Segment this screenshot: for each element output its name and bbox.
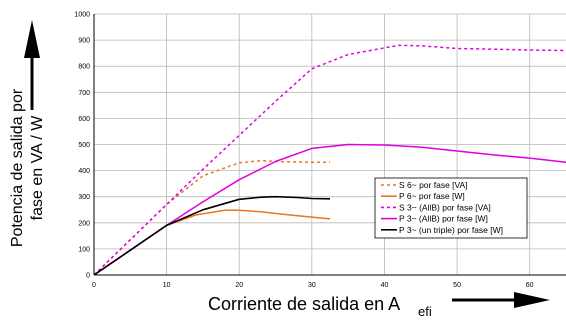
y-tick-label: 500 [78, 142, 90, 149]
y-tick-label: 600 [78, 116, 90, 123]
y-tick-label: 700 [78, 90, 90, 97]
x-tick-label: 20 [235, 282, 243, 289]
x-tick-label: 30 [308, 282, 316, 289]
series-line-2 [93, 209, 331, 276]
x-axis-title: Corriente de salida en A efi [208, 292, 550, 319]
series-line-5 [93, 195, 331, 276]
y-axis-title: Potencia de salida por fase en VA / W [9, 20, 46, 247]
x-tick-label: 50 [453, 282, 461, 289]
y-tick-label: 0 [86, 273, 90, 280]
legend-entry-1: S 6~ por fase [VA] [399, 180, 468, 190]
x-axis-label-subscript: efi [418, 304, 432, 319]
legend-entry-2: P 6~ por fase [W] [399, 191, 465, 201]
series-line-1 [93, 159, 330, 276]
legend-entry-4: P 3~ (AllB) por fase [W] [399, 214, 488, 224]
x-tick-label: 60 [526, 282, 534, 289]
series-line-3 [93, 44, 566, 276]
x-tick-label: 40 [381, 282, 389, 289]
y-tick-label: 200 [78, 220, 90, 227]
legend-entry-5: P 3~ (un triple) por fase [W] [399, 225, 503, 235]
y-tick-label: 400 [78, 168, 90, 175]
x-tick-label: 0 [92, 282, 96, 289]
y-axis-arrow-head [24, 20, 40, 58]
x-tick-label: 10 [163, 282, 171, 289]
legend-box [374, 177, 528, 239]
y-tick-label: 300 [78, 194, 90, 201]
y-axis-label-line2: fase en VA / W [29, 115, 46, 221]
y-tick-label: 100 [78, 246, 90, 253]
y-tick-label: 800 [78, 64, 90, 71]
x-axis-label: Corriente de salida en A [208, 294, 400, 314]
y-tick-label: 900 [78, 38, 90, 45]
y-axis-label-line1: Potencia de salida por [9, 88, 26, 247]
x-axis-arrow-head [514, 292, 550, 308]
series-line-4 [93, 143, 566, 276]
y-tick-label: 1000 [74, 12, 90, 19]
plot-area: 0 100 200 300 400 500 600 700 800 900 1000 0 10 20 30 4… [74, 12, 566, 289]
legend-entry-3: S 3~ (AllB) por fase [VA] [399, 202, 491, 212]
legend: S 6~ por fase [VA]P 6~ por fase [W]S 3~ … [374, 177, 528, 239]
